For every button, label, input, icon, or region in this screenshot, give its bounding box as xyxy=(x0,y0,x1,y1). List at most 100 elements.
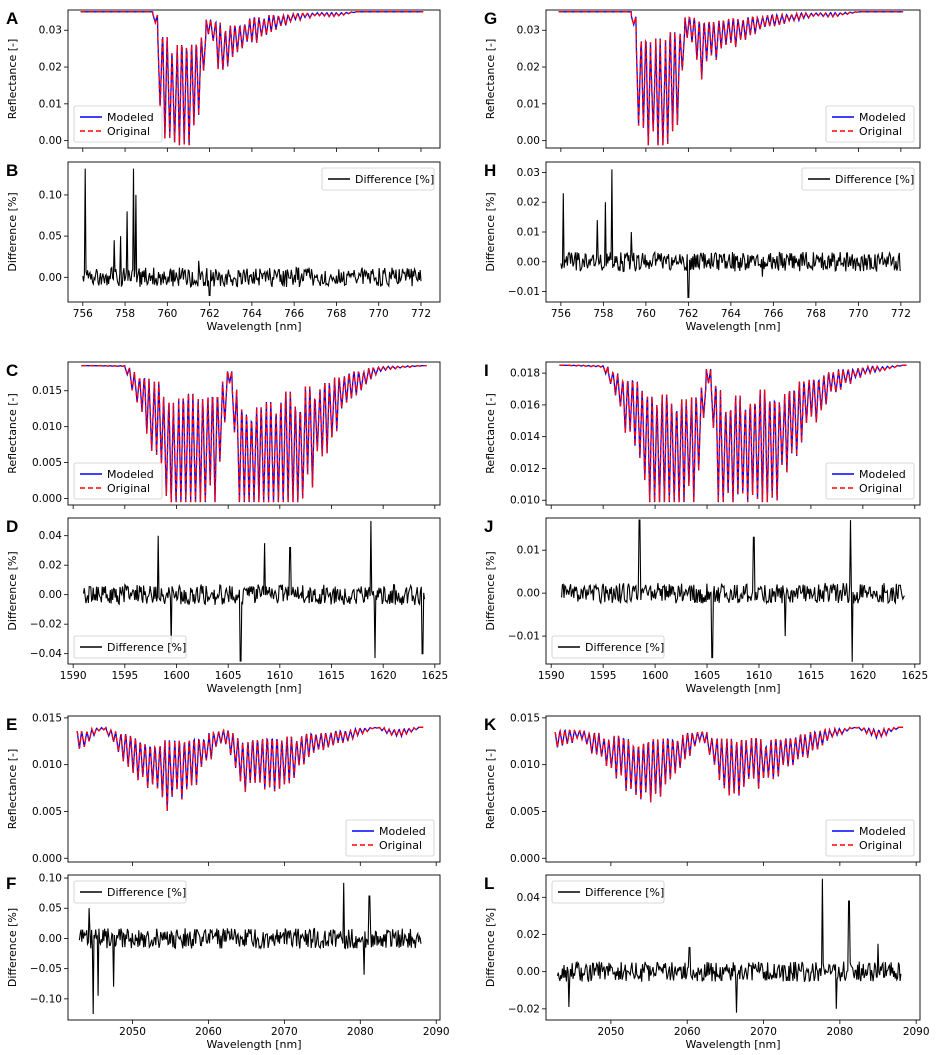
legend-box xyxy=(73,462,163,500)
x-tick-label: 760 xyxy=(157,308,177,320)
y-tick-label: 0.010 xyxy=(510,495,540,507)
x-tick-label: 2070 xyxy=(271,1026,298,1038)
axes-frame xyxy=(545,9,921,149)
x-tick-label: 1610 xyxy=(746,670,773,682)
y-tick-label: 0.04 xyxy=(39,530,63,542)
series-original xyxy=(554,726,904,803)
x-axis-label: Wavelength [nm] xyxy=(206,682,301,695)
x-tick-label: 1625 xyxy=(421,670,448,682)
y-axis-label: Difference [%] xyxy=(484,551,497,630)
series-original xyxy=(559,364,907,503)
legend-entry: Modeled xyxy=(107,468,154,481)
y-tick-label: 0.05 xyxy=(39,231,62,243)
series-original xyxy=(80,11,424,146)
y-tick-label: 0.03 xyxy=(517,25,540,37)
plot-area xyxy=(560,169,902,299)
y-tick-label: 0.00 xyxy=(517,135,540,147)
x-tick-label: 762 xyxy=(678,308,698,320)
x-tick-label: 2050 xyxy=(119,1026,146,1038)
series-original xyxy=(81,364,427,503)
x-tick-label: 756 xyxy=(551,308,571,320)
plot-area xyxy=(82,168,422,296)
series-difference xyxy=(78,882,422,1015)
x-tick-label: 768 xyxy=(806,308,826,320)
x-tick-label: 2050 xyxy=(598,1026,625,1038)
x-tick-label: 2070 xyxy=(750,1026,777,1038)
y-axis-label: Reflectance [-] xyxy=(484,39,497,120)
legend-box xyxy=(825,462,915,500)
y-tick-label: 0.02 xyxy=(517,197,540,209)
legend: Difference [%] xyxy=(321,167,435,191)
legend-box xyxy=(801,167,915,191)
legend-box xyxy=(73,635,187,659)
x-tick-label: 2060 xyxy=(195,1026,222,1038)
axes-frame xyxy=(67,517,441,665)
y-tick-label: 0.018 xyxy=(510,368,540,380)
y-axis-label: Difference [%] xyxy=(484,192,497,271)
x-tick-label: 1605 xyxy=(215,670,242,682)
y-tick-label: 0.03 xyxy=(39,25,62,37)
x-tick-label: 1620 xyxy=(849,670,876,682)
panel-h: H −0.01 0.00 0.01 0.02 0.03 756 758 760 762 764 766… xyxy=(484,161,921,333)
plot-area xyxy=(76,726,424,811)
plot-area xyxy=(80,11,424,146)
legend: Difference [%] xyxy=(801,167,915,191)
legend-entry: Original xyxy=(859,482,902,495)
panel-letter-e: E xyxy=(6,715,17,734)
y-tick-label: 0.010 xyxy=(510,759,540,771)
series-difference xyxy=(561,519,905,662)
y-tick-label: 0.005 xyxy=(32,457,62,469)
axes-frame xyxy=(545,361,921,506)
legend-entry: Original xyxy=(859,125,902,138)
plot-area xyxy=(81,364,427,503)
legend-box xyxy=(551,635,665,659)
x-tick-label: 1590 xyxy=(60,670,87,682)
panel-k: K 0.000 0.005 0.010 0.015 Reflectance [-] Mode… xyxy=(484,712,921,866)
legend-box xyxy=(345,819,435,857)
x-tick-label: 766 xyxy=(763,308,783,320)
y-tick-label: −0.05 xyxy=(30,963,62,975)
panel-letter-d: D xyxy=(6,517,18,536)
x-tick-label: 1590 xyxy=(538,670,565,682)
y-tick-label: 0.00 xyxy=(517,588,540,600)
y-axis-label: Reflectance [-] xyxy=(6,393,19,474)
axes-frame xyxy=(67,715,441,863)
x-tick-label: 764 xyxy=(721,308,741,320)
y-tick-label: 0.02 xyxy=(39,560,62,572)
x-tick-label: 772 xyxy=(891,308,911,320)
y-tick-label: −0.04 xyxy=(30,648,62,660)
axes-frame xyxy=(545,874,921,1021)
y-tick-label: 0.02 xyxy=(517,62,540,74)
x-tick-label: 2090 xyxy=(903,1026,930,1038)
x-tick-label: 762 xyxy=(200,308,220,320)
y-tick-label: 0.000 xyxy=(32,853,62,865)
x-tick-label: 1600 xyxy=(642,670,669,682)
x-tick-label: 1605 xyxy=(694,670,721,682)
y-tick-label: 0.005 xyxy=(510,806,540,818)
x-tick-label: 1595 xyxy=(590,670,617,682)
legend-box xyxy=(825,105,915,143)
y-tick-label: 0.012 xyxy=(510,463,540,475)
legend-entry: Modeled xyxy=(107,111,154,124)
legend: Difference [%] xyxy=(551,880,665,904)
series-difference xyxy=(82,168,422,296)
legend-box xyxy=(73,105,163,143)
panel-i: I 0.010 0.012 0.014 0.016 0.018 Reflectance [-… xyxy=(484,361,921,509)
legend-entry: Original xyxy=(107,125,150,138)
y-tick-label: 0.016 xyxy=(510,399,540,411)
x-axis-label: Wavelength [nm] xyxy=(685,320,780,333)
x-tick-label: 766 xyxy=(284,308,304,320)
x-tick-label: 2080 xyxy=(826,1026,853,1038)
x-axis-label: Wavelength [nm] xyxy=(685,682,780,695)
x-tick-label: 756 xyxy=(73,308,93,320)
legend-box xyxy=(73,880,187,904)
y-tick-label: 0.015 xyxy=(510,712,540,724)
y-tick-label: 0.010 xyxy=(32,421,62,433)
legend: Difference [%] xyxy=(73,635,187,659)
x-tick-label: 1615 xyxy=(318,670,345,682)
panel-letter-j: J xyxy=(484,517,493,536)
panel-letter-a: A xyxy=(6,9,18,28)
